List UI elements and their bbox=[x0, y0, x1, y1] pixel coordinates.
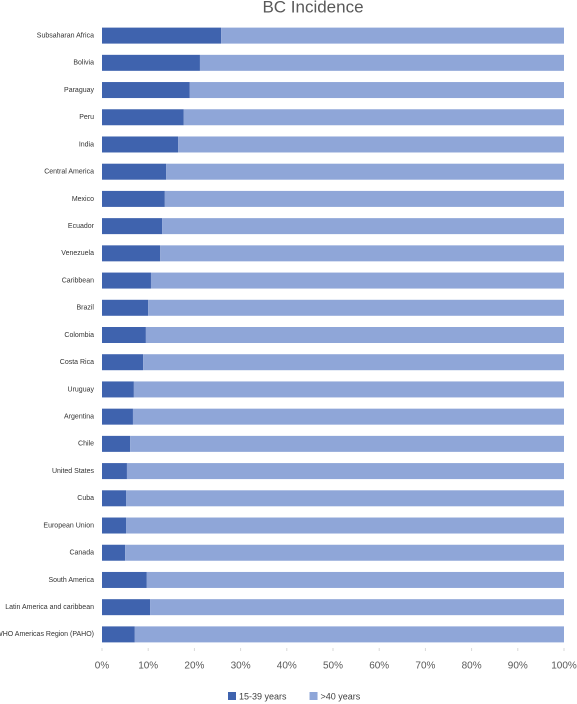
bar-segment bbox=[102, 136, 179, 153]
bar-segment bbox=[150, 599, 564, 616]
category-label: Colombia bbox=[64, 332, 94, 339]
bar-segment bbox=[146, 571, 564, 588]
category-label: Canada bbox=[69, 550, 94, 557]
bar-segment bbox=[221, 27, 565, 44]
category-label: United States bbox=[52, 468, 95, 475]
x-tick-label: 100% bbox=[551, 661, 577, 672]
x-tick-label: 80% bbox=[462, 661, 482, 672]
category-label: Subsaharan Africa bbox=[37, 32, 94, 39]
category-label: Venezuela bbox=[61, 250, 94, 257]
bar-segment bbox=[162, 218, 564, 235]
category-label: Argentina bbox=[64, 413, 94, 420]
bar-segment bbox=[102, 109, 184, 126]
x-tick-label: 60% bbox=[369, 661, 389, 672]
bar-segment bbox=[134, 626, 564, 643]
legend-label: 15-39 years bbox=[239, 691, 287, 701]
bar-segment bbox=[164, 190, 564, 207]
category-label: Caribbean bbox=[62, 277, 94, 284]
bar-segment bbox=[148, 299, 564, 316]
category-label: Ecuador bbox=[68, 223, 95, 230]
x-tick-label: 40% bbox=[277, 661, 297, 672]
legend-swatch bbox=[309, 692, 318, 700]
bar-segment bbox=[102, 463, 127, 480]
bar-segment bbox=[102, 299, 149, 316]
bar-segment bbox=[102, 245, 161, 262]
category-label: Costa Rica bbox=[60, 359, 94, 366]
bar-segment bbox=[130, 435, 564, 452]
bar-segment bbox=[133, 381, 565, 398]
category-label: Bolivia bbox=[73, 60, 94, 67]
bar-segment bbox=[125, 544, 564, 561]
bar-segment bbox=[160, 245, 564, 262]
category-label: Latin America and caribbean bbox=[5, 604, 94, 611]
chart-title: BC Incidence bbox=[262, 0, 363, 16]
x-tick-label: 50% bbox=[323, 661, 343, 672]
category-label: Paraguay bbox=[64, 87, 94, 94]
bar-segment bbox=[102, 27, 222, 44]
x-tick-label: 70% bbox=[415, 661, 435, 672]
bar-segment bbox=[126, 463, 564, 480]
bar-segment bbox=[102, 490, 127, 507]
bar-segment bbox=[102, 599, 151, 616]
bar-segment bbox=[102, 190, 165, 207]
bar-segment bbox=[102, 218, 163, 235]
x-tick-label: 30% bbox=[231, 661, 251, 672]
bar-segment bbox=[102, 82, 190, 99]
category-label: European Union bbox=[43, 522, 94, 529]
bar-segment bbox=[102, 327, 146, 343]
bar-segment bbox=[166, 163, 564, 180]
bar-segment bbox=[102, 517, 127, 534]
bar-segment bbox=[102, 544, 126, 561]
legend-label: >40 years bbox=[321, 691, 361, 701]
category-label: South America bbox=[48, 577, 94, 584]
bar-segment bbox=[143, 354, 565, 371]
bar-segment bbox=[102, 435, 131, 452]
category-label: Chile bbox=[78, 441, 94, 448]
bar-segment bbox=[102, 626, 135, 643]
legend-swatch bbox=[228, 692, 236, 700]
category-label: Mexico bbox=[72, 196, 94, 203]
category-label: Central America bbox=[44, 169, 94, 176]
x-tick-label: 0% bbox=[95, 661, 110, 672]
bar-segment bbox=[102, 381, 134, 398]
bar-segment bbox=[150, 272, 565, 289]
bar-segment bbox=[102, 54, 200, 71]
bar-segment bbox=[102, 354, 144, 371]
category-label: Uruguay bbox=[68, 386, 95, 393]
category-label: Cuba bbox=[77, 495, 94, 502]
category-label: Brazil bbox=[76, 305, 94, 312]
bar-segment bbox=[102, 571, 147, 588]
bar-segment bbox=[145, 327, 564, 343]
category-label: Peru bbox=[79, 114, 94, 121]
bar-segment bbox=[199, 54, 564, 71]
bar-segment bbox=[183, 109, 565, 126]
bar-segment bbox=[102, 163, 167, 180]
bar-segment bbox=[126, 517, 565, 534]
category-label: India bbox=[79, 141, 94, 148]
x-tick-label: 90% bbox=[508, 661, 528, 672]
bar-segment bbox=[102, 272, 151, 289]
bar-segment bbox=[102, 408, 133, 425]
bar-segment bbox=[178, 136, 565, 153]
bar-segment bbox=[126, 490, 565, 507]
x-tick-label: 10% bbox=[138, 661, 158, 672]
category-label: WHO Americas Region (PAHO) bbox=[0, 631, 94, 638]
x-tick-label: 20% bbox=[184, 661, 204, 672]
bar-segment bbox=[132, 408, 565, 425]
bar-segment bbox=[189, 82, 564, 99]
